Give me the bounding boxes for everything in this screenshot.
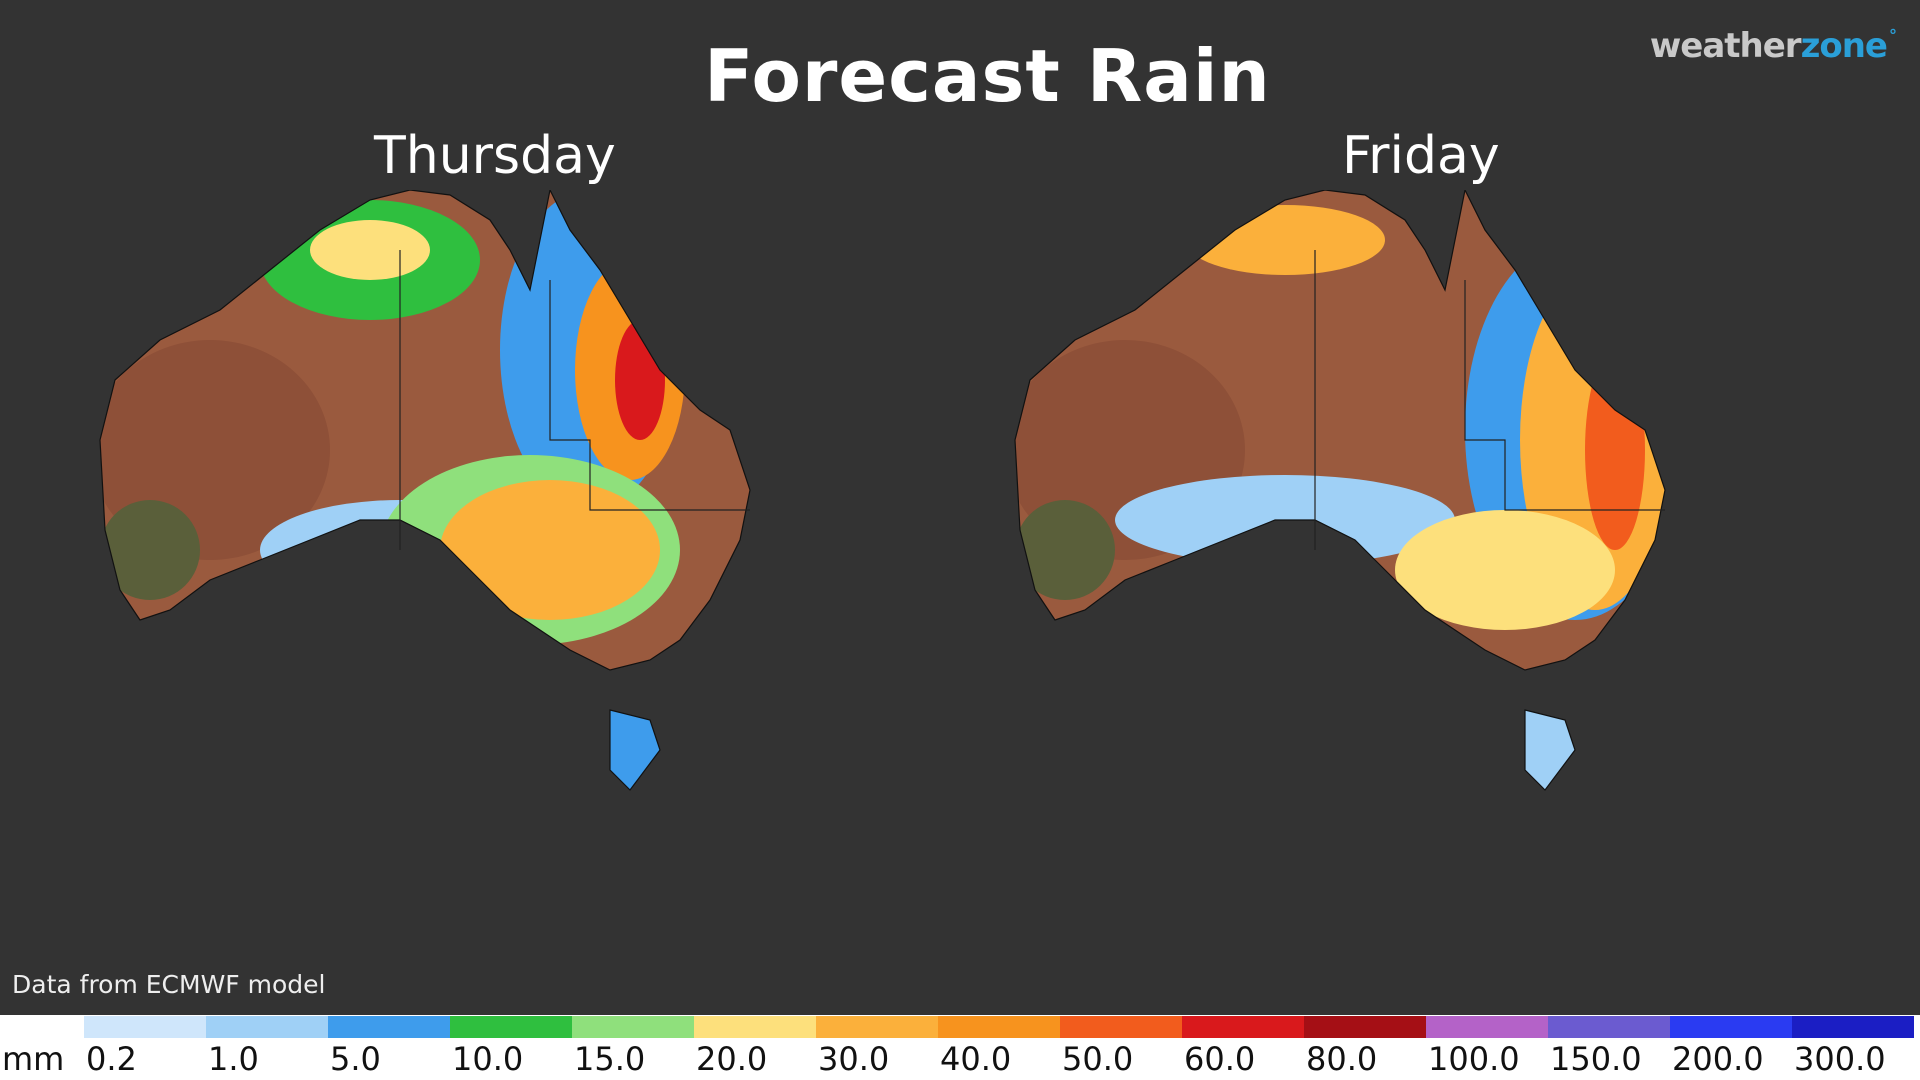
legend-tick-10-0: 10.0 xyxy=(452,1040,524,1078)
legend-swatch-300-0 xyxy=(1792,1016,1914,1038)
legend-tick-40-0: 40.0 xyxy=(940,1040,1012,1078)
panel-label-thursday: Thursday xyxy=(374,126,616,186)
legend-tick-50-0: 50.0 xyxy=(1062,1040,1134,1078)
legend-swatch-60-0 xyxy=(1182,1016,1304,1038)
logo-mark: ° xyxy=(1889,26,1897,45)
logo-text-main: weather xyxy=(1649,26,1802,66)
rain-map-friday xyxy=(1014,190,1666,791)
legend-tick-300-0: 300.0 xyxy=(1794,1040,1886,1078)
legend-tick-80-0: 80.0 xyxy=(1306,1040,1378,1078)
legend-swatch-150-0 xyxy=(1548,1016,1670,1038)
data-credit: Data from ECMWF model xyxy=(12,970,326,999)
legend-swatch-50-0 xyxy=(1060,1016,1182,1038)
legend-tick-60-0: 60.0 xyxy=(1184,1040,1256,1078)
legend-tick-5-0: 5.0 xyxy=(330,1040,381,1078)
legend-tick-0-2: 0.2 xyxy=(86,1040,137,1078)
panel-label-friday: Friday xyxy=(1342,126,1500,186)
legend-swatch-30-0 xyxy=(816,1016,938,1038)
legend-swatch-5-0 xyxy=(328,1016,450,1038)
legend-tick-1-0: 1.0 xyxy=(208,1040,259,1078)
legend-swatch-100-0 xyxy=(1426,1016,1548,1038)
rain-map-thursday xyxy=(99,190,751,791)
legend-unit: mm xyxy=(2,1040,65,1078)
legend-tick-150-0: 150.0 xyxy=(1550,1040,1642,1078)
legend-swatch-40-0 xyxy=(938,1016,1060,1038)
weatherzone-logo: weatherzone ° xyxy=(1649,26,1897,66)
legend-swatch-80-0 xyxy=(1304,1016,1426,1038)
legend-tick-200-0: 200.0 xyxy=(1672,1040,1764,1078)
legend-tick-100-0: 100.0 xyxy=(1428,1040,1520,1078)
legend-swatch-1-0 xyxy=(206,1016,328,1038)
legend-tick-15-0: 15.0 xyxy=(574,1040,646,1078)
legend-swatch-20-0 xyxy=(694,1016,816,1038)
logo-text-accent: zone xyxy=(1800,26,1888,66)
legend-tick-30-0: 30.0 xyxy=(818,1040,890,1078)
legend-swatch-200-0 xyxy=(1670,1016,1792,1038)
legend-colorbar xyxy=(84,1016,1914,1038)
legend-swatch-15-0 xyxy=(572,1016,694,1038)
legend-swatch-10-0 xyxy=(450,1016,572,1038)
legend-swatch-0-2 xyxy=(84,1016,206,1038)
legend-tick-20-0: 20.0 xyxy=(696,1040,768,1078)
map-title: Forecast Rain xyxy=(704,34,1271,118)
